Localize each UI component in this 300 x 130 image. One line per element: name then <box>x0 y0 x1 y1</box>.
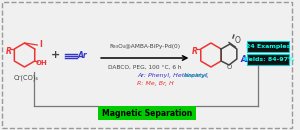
Text: DABCO, PEG, 100 °C, 6 h: DABCO, PEG, 100 °C, 6 h <box>108 64 182 70</box>
Text: Naphtyl: Naphtyl <box>184 73 208 77</box>
Text: +: + <box>51 50 61 60</box>
Text: Magnetic Separation: Magnetic Separation <box>102 109 192 118</box>
Text: 24 Examples: 24 Examples <box>246 44 290 49</box>
Text: OH: OH <box>35 60 47 66</box>
Text: R: Me, Br, H: R: Me, Br, H <box>137 82 174 86</box>
Text: Ar: Ar <box>241 54 250 63</box>
Text: Ar: Ar <box>77 51 87 60</box>
Text: O: O <box>235 35 241 44</box>
Text: Ar: Phenyl, Heteroaryl,: Ar: Phenyl, Heteroaryl, <box>137 73 211 77</box>
Text: I: I <box>39 40 42 48</box>
Text: R: R <box>6 47 12 56</box>
Bar <box>98 106 196 120</box>
Text: O: O <box>226 64 232 70</box>
Text: R: R <box>192 47 198 56</box>
Text: Cr(CO)₆: Cr(CO)₆ <box>14 75 39 81</box>
Text: Yields: 84-97%: Yields: 84-97% <box>242 57 295 62</box>
Bar <box>247 41 290 52</box>
Bar <box>247 54 290 65</box>
Text: Fe₃O₄@AMBA-BiPy-Pd(0): Fe₃O₄@AMBA-BiPy-Pd(0) <box>109 44 180 48</box>
